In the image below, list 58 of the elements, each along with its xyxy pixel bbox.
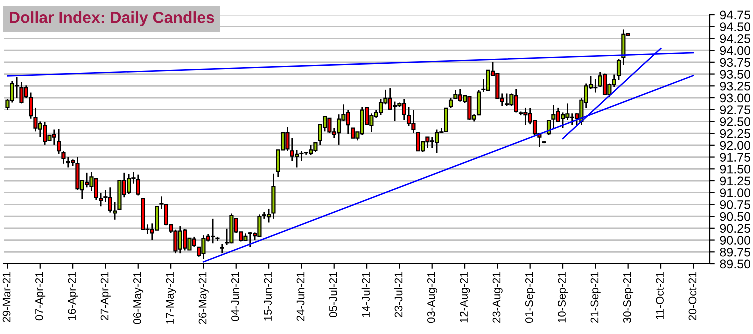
x-tick-label: 12-Aug-21 xyxy=(460,272,470,323)
y-tick-label: 92.50 xyxy=(720,118,751,126)
y-tick-label: 94.00 xyxy=(720,46,751,56)
x-tick-label: 30-Sep-21 xyxy=(623,272,634,324)
candlestick xyxy=(350,128,356,139)
x-tick-label: 10-Sep-21 xyxy=(558,272,568,323)
y-tick-label: 92.00 xyxy=(720,141,751,150)
y-tick-label: 94.25 xyxy=(720,34,750,44)
y-tick-label: 93.00 xyxy=(720,94,751,103)
candlestick xyxy=(220,243,224,254)
y-tick-label: 90.50 xyxy=(720,212,751,222)
y-tick-label: 90.25 xyxy=(720,224,750,234)
candlestick xyxy=(266,208,272,224)
y-tick-label: 90.00 xyxy=(720,236,751,245)
y-tick-label: 92.25 xyxy=(720,129,750,138)
x-tick-label: 07-Apr-21 xyxy=(36,272,46,321)
y-tick-label: 91.00 xyxy=(720,188,751,198)
x-tick-label: 03-Aug-21 xyxy=(427,272,438,324)
x-tick-label: 29-Mar-21 xyxy=(2,272,11,322)
y-tick-label: 91.25 xyxy=(720,176,750,186)
y-tick-label: 94.50 xyxy=(720,22,751,32)
candlestick xyxy=(560,112,566,130)
y-tick-label: 91.75 xyxy=(720,153,750,162)
x-tick-label: 27-Apr-21 xyxy=(100,272,111,320)
y-tick-label: 89.50 xyxy=(720,260,751,269)
x-tick-label: 23-Aug-21 xyxy=(492,272,503,323)
x-tick-label: 01-Sep-21 xyxy=(525,272,536,324)
candlestick xyxy=(378,98,384,116)
y-tick-label: 90.75 xyxy=(720,200,750,210)
y-tick-label: 93.25 xyxy=(720,82,750,91)
y-tick-label: 94.75 xyxy=(720,10,750,20)
x-tick-label: 11-Oct-21 xyxy=(656,272,664,320)
candlestick xyxy=(504,93,510,107)
x-tick-label: 04-Jun-21 xyxy=(231,272,240,322)
x-tick-label: 16-Apr-21 xyxy=(68,272,78,320)
chart-title: Dollar Index: Daily Candles xyxy=(10,12,214,26)
x-tick-label: 21-Sep-21 xyxy=(590,272,601,323)
x-tick-label: 26-May-21 xyxy=(198,272,209,324)
x-tick-label: 24-Jun-21 xyxy=(296,272,305,322)
candlestick xyxy=(392,101,398,122)
y-tick-label: 93.75 xyxy=(720,58,750,68)
x-tick-label: 15-Jun-21 xyxy=(264,272,272,321)
candlestick xyxy=(616,58,622,82)
candlestick xyxy=(406,106,412,128)
candlestick xyxy=(476,90,482,116)
x-tick-label: 20-Oct-21 xyxy=(688,272,697,320)
y-tick-label: 89.75 xyxy=(720,248,750,257)
candlestick xyxy=(448,98,454,110)
candlestick xyxy=(434,129,440,154)
x-tick-label: 14-Jul-21 xyxy=(362,272,370,318)
y-tick-label: 91.50 xyxy=(720,164,751,174)
x-tick-label: 17-May-21 xyxy=(166,272,176,324)
x-tick-label: 06-May-21 xyxy=(134,272,144,324)
x-tick-label: 05-Jul-21 xyxy=(329,272,338,318)
candlestick xyxy=(546,120,552,136)
x-tick-label: 23-Jul-21 xyxy=(394,272,403,318)
y-tick-label: 92.75 xyxy=(720,106,750,115)
y-tick-label: 93.50 xyxy=(720,70,751,79)
